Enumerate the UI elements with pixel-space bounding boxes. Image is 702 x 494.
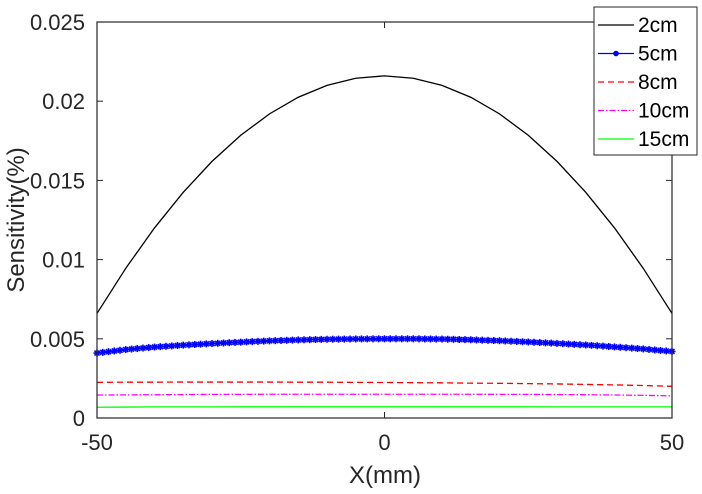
x-tick-label: -50: [81, 430, 113, 455]
y-tick-label: 0.015: [30, 168, 85, 193]
y-tick-label: 0.005: [30, 327, 85, 352]
interp-marker: [139, 344, 147, 352]
interp-marker: [513, 337, 521, 345]
interp-marker: [616, 343, 624, 351]
interp-marker: [306, 336, 314, 344]
interp-marker: [398, 335, 406, 343]
data-point-marker: [266, 337, 273, 345]
interp-marker: [133, 345, 141, 353]
x-tick-label: 0: [378, 430, 390, 455]
interp-marker: [260, 337, 268, 345]
x-tick-label: 50: [660, 430, 684, 455]
x-axis-label: X(mm): [349, 462, 421, 489]
legend-label-8cm: 8cm: [638, 71, 678, 94]
interp-marker: [501, 337, 509, 345]
interp-marker: [375, 335, 383, 343]
interp-marker: [369, 335, 377, 343]
series-line-2cm: [96, 75, 673, 314]
y-tick-label: 0.02: [42, 89, 85, 114]
plot-frame: [96, 21, 673, 419]
interp-marker: [248, 338, 256, 346]
interp-marker: [185, 341, 193, 349]
interp-marker: [427, 335, 434, 343]
legend-label-10cm: 10cm: [638, 100, 689, 123]
interp-marker: [599, 342, 607, 350]
interp-marker: [421, 335, 429, 343]
legend-label-5cm: 5cm: [638, 43, 678, 66]
interp-marker: [605, 342, 613, 350]
interp-marker: [651, 346, 659, 354]
interp-marker: [174, 342, 181, 350]
data-point-marker: [237, 338, 245, 346]
y-axis-label: Sensitivity(%): [3, 147, 30, 292]
series-line-8cm: [96, 381, 673, 387]
legend-box: [593, 6, 698, 156]
series-line-10cm: [96, 393, 673, 397]
legend-label-2cm: 2cm: [638, 14, 678, 37]
interp-marker: [576, 341, 584, 349]
interp-marker: [484, 336, 492, 344]
legend-marker: [613, 50, 619, 57]
interp-marker: [530, 338, 538, 346]
legend-label-15cm: 15cm: [638, 128, 689, 151]
interp-marker: [628, 344, 636, 352]
y-tick-label: 0.025: [30, 10, 85, 35]
y-tick-label: 0: [73, 406, 85, 431]
interp-marker: [542, 339, 549, 347]
interp-marker: [317, 335, 325, 343]
interp-marker: [162, 342, 170, 350]
series-layer: [93, 75, 676, 408]
interp-marker: [225, 339, 233, 347]
legend: 2cm 5cm 8cm 10cm 15cm: [593, 6, 698, 156]
interp-marker: [128, 345, 135, 353]
y-tick-label: 0.01: [42, 248, 85, 273]
